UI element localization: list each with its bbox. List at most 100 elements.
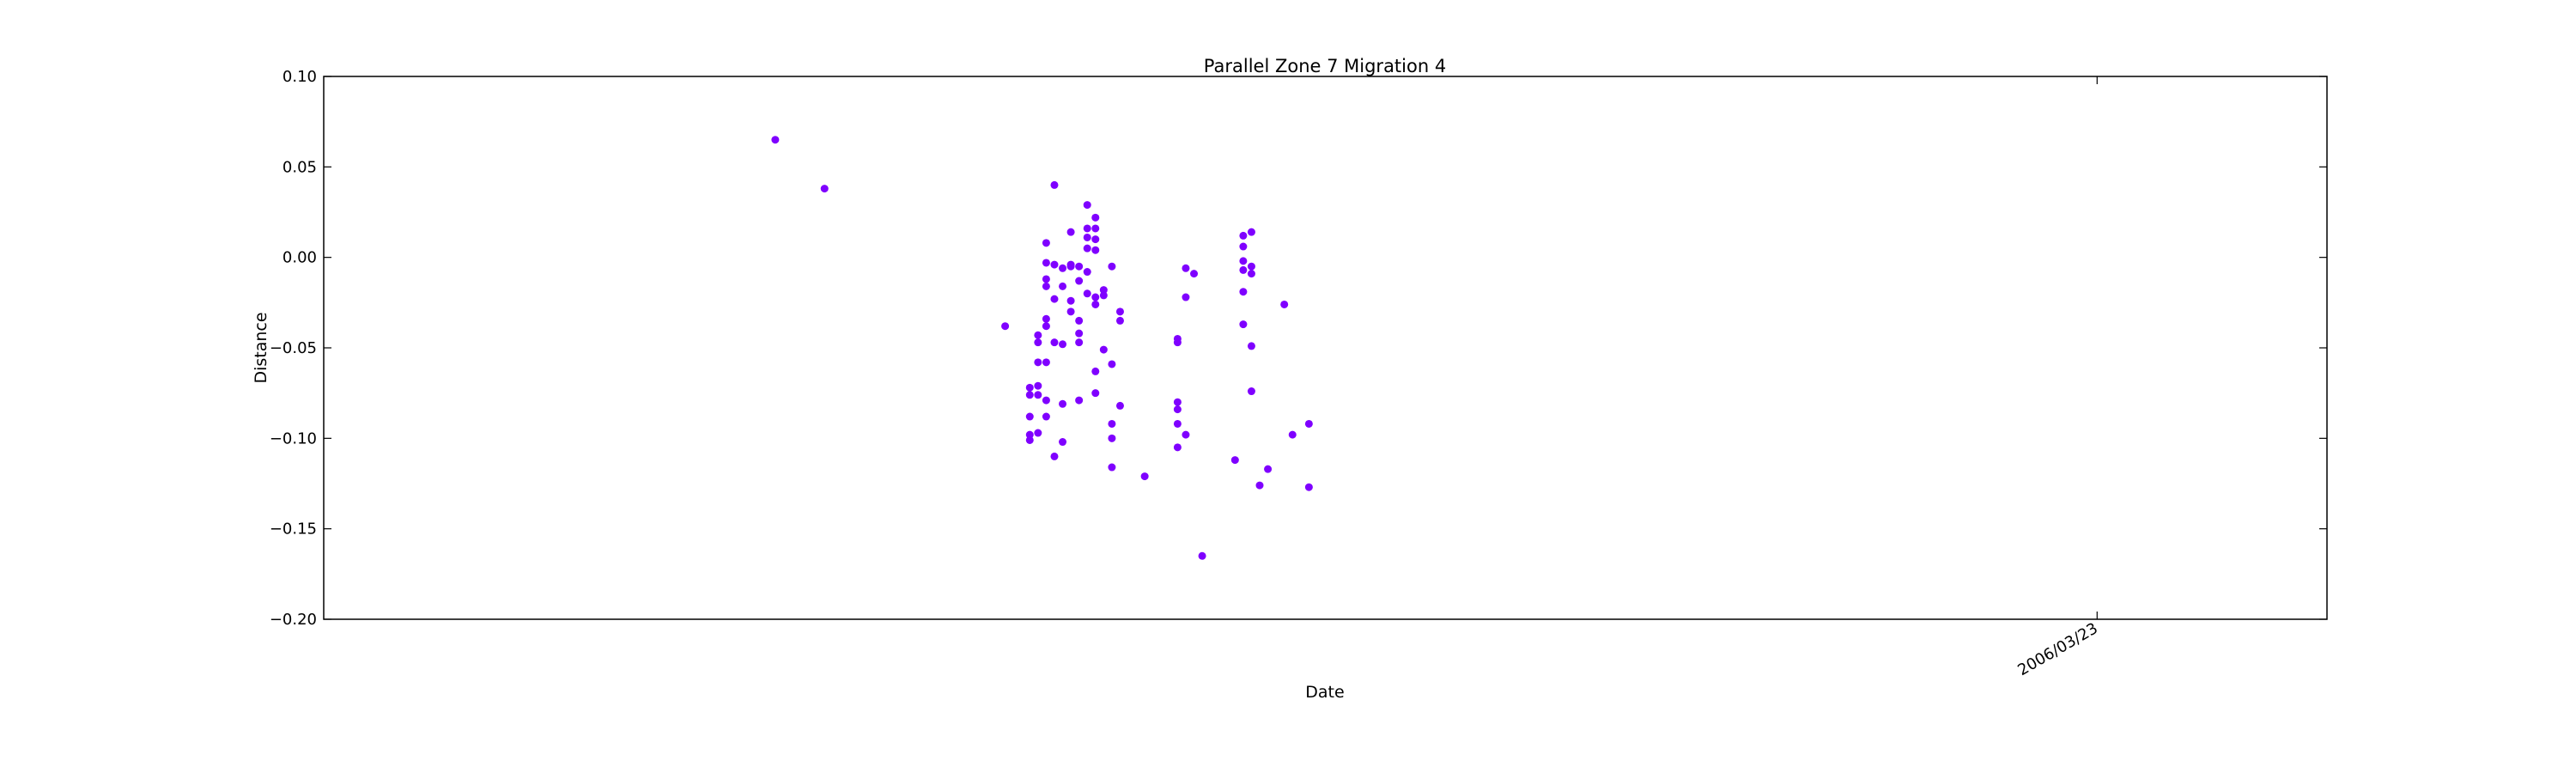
data-point: [1050, 180, 1059, 189]
data-point: [1075, 338, 1084, 347]
data-point: [1034, 391, 1042, 399]
data-point: [1115, 307, 1124, 316]
data-point: [1025, 435, 1034, 444]
data-point: [1034, 331, 1042, 339]
data-point: [1066, 262, 1075, 271]
data-point: [1042, 282, 1050, 290]
data-point: [1108, 463, 1116, 472]
data-point: [1083, 268, 1091, 277]
data-point: [1099, 345, 1108, 354]
data-point: [1239, 265, 1248, 274]
data-point: [1190, 270, 1199, 278]
x-axis-ticks: 2006/03/23: [2014, 76, 2101, 679]
data-point: [1066, 307, 1075, 316]
y-tick-label: −0.20: [270, 611, 317, 629]
data-point: [1140, 472, 1149, 481]
data-point: [1083, 233, 1091, 241]
data-point: [1066, 296, 1075, 305]
y-axis-label: Distance: [252, 312, 270, 383]
plot-frame: [323, 76, 2328, 620]
y-tick-label: 0.00: [283, 249, 317, 267]
data-point: [1255, 481, 1264, 490]
data-point: [820, 185, 829, 193]
y-tick-label: −0.15: [270, 520, 317, 539]
data-point: [1034, 358, 1042, 367]
data-point: [1280, 300, 1289, 308]
data-point: [1025, 412, 1034, 421]
y-tick-label: 0.10: [283, 68, 317, 86]
data-point: [1083, 289, 1091, 298]
data-point: [1059, 282, 1067, 290]
data-point: [1099, 291, 1108, 300]
data-point: [1050, 295, 1059, 303]
data-point: [1050, 452, 1059, 460]
data-point: [1083, 224, 1091, 233]
data-point: [1075, 277, 1084, 285]
y-axis-ticks: 0.10 0.05 0.00 −0.05 −0.10 −0.15 −0.20: [270, 68, 2327, 629]
data-point: [1230, 456, 1239, 465]
data-point: [1034, 429, 1042, 437]
data-point: [1108, 360, 1116, 368]
data-point: [1042, 358, 1050, 367]
data-point: [1239, 257, 1248, 265]
data-point: [1025, 430, 1034, 439]
data-point: [1075, 329, 1084, 338]
data-points: [771, 136, 1313, 560]
data-point: [1091, 213, 1100, 222]
data-point: [1059, 399, 1067, 408]
data-point: [1091, 367, 1100, 375]
data-point: [1050, 338, 1059, 347]
y-tick-label: 0.05: [283, 158, 317, 176]
data-point: [1182, 264, 1190, 272]
data-point: [1091, 224, 1100, 233]
data-point: [1182, 430, 1190, 439]
data-point: [1173, 405, 1182, 414]
data-point: [1091, 293, 1100, 301]
data-point: [1173, 419, 1182, 428]
data-point: [1025, 391, 1034, 399]
data-point: [1075, 396, 1084, 405]
data-point: [1091, 246, 1100, 254]
y-tick-label: −0.10: [270, 429, 317, 447]
data-point: [1025, 383, 1034, 392]
data-point: [1115, 401, 1124, 410]
data-point: [1304, 483, 1313, 491]
data-point: [1042, 314, 1050, 323]
data-point: [1083, 244, 1091, 253]
data-point: [1247, 342, 1255, 350]
data-point: [1173, 338, 1182, 347]
data-point: [1108, 262, 1116, 271]
data-point: [1034, 381, 1042, 390]
data-point: [1075, 262, 1084, 271]
data-point: [1091, 235, 1100, 244]
data-point: [771, 136, 780, 144]
data-point: [1091, 300, 1100, 308]
data-point: [1173, 443, 1182, 452]
data-point: [1173, 398, 1182, 406]
data-point: [1247, 270, 1255, 278]
chart-title: Parallel Zone 7 Migration 4: [1204, 56, 1446, 76]
data-point: [1042, 259, 1050, 267]
x-axis-label: Date: [1305, 683, 1344, 702]
data-point: [1288, 430, 1297, 439]
data-point: [1034, 338, 1042, 347]
data-point: [1050, 260, 1059, 269]
data-point: [1239, 242, 1248, 251]
data-point: [1239, 320, 1248, 329]
data-point: [1304, 419, 1313, 428]
data-point: [1083, 201, 1091, 210]
data-point: [1264, 465, 1273, 473]
data-point: [1247, 228, 1255, 236]
data-point: [1059, 340, 1067, 349]
data-point: [1239, 231, 1248, 240]
data-point: [1091, 389, 1100, 398]
data-point: [1066, 228, 1075, 236]
data-point: [1042, 239, 1050, 247]
y-tick-label: −0.05: [270, 339, 317, 357]
data-point: [1042, 275, 1050, 283]
data-point: [1042, 322, 1050, 331]
data-point: [1108, 419, 1116, 428]
data-point: [1059, 264, 1067, 272]
data-point: [1247, 387, 1255, 396]
